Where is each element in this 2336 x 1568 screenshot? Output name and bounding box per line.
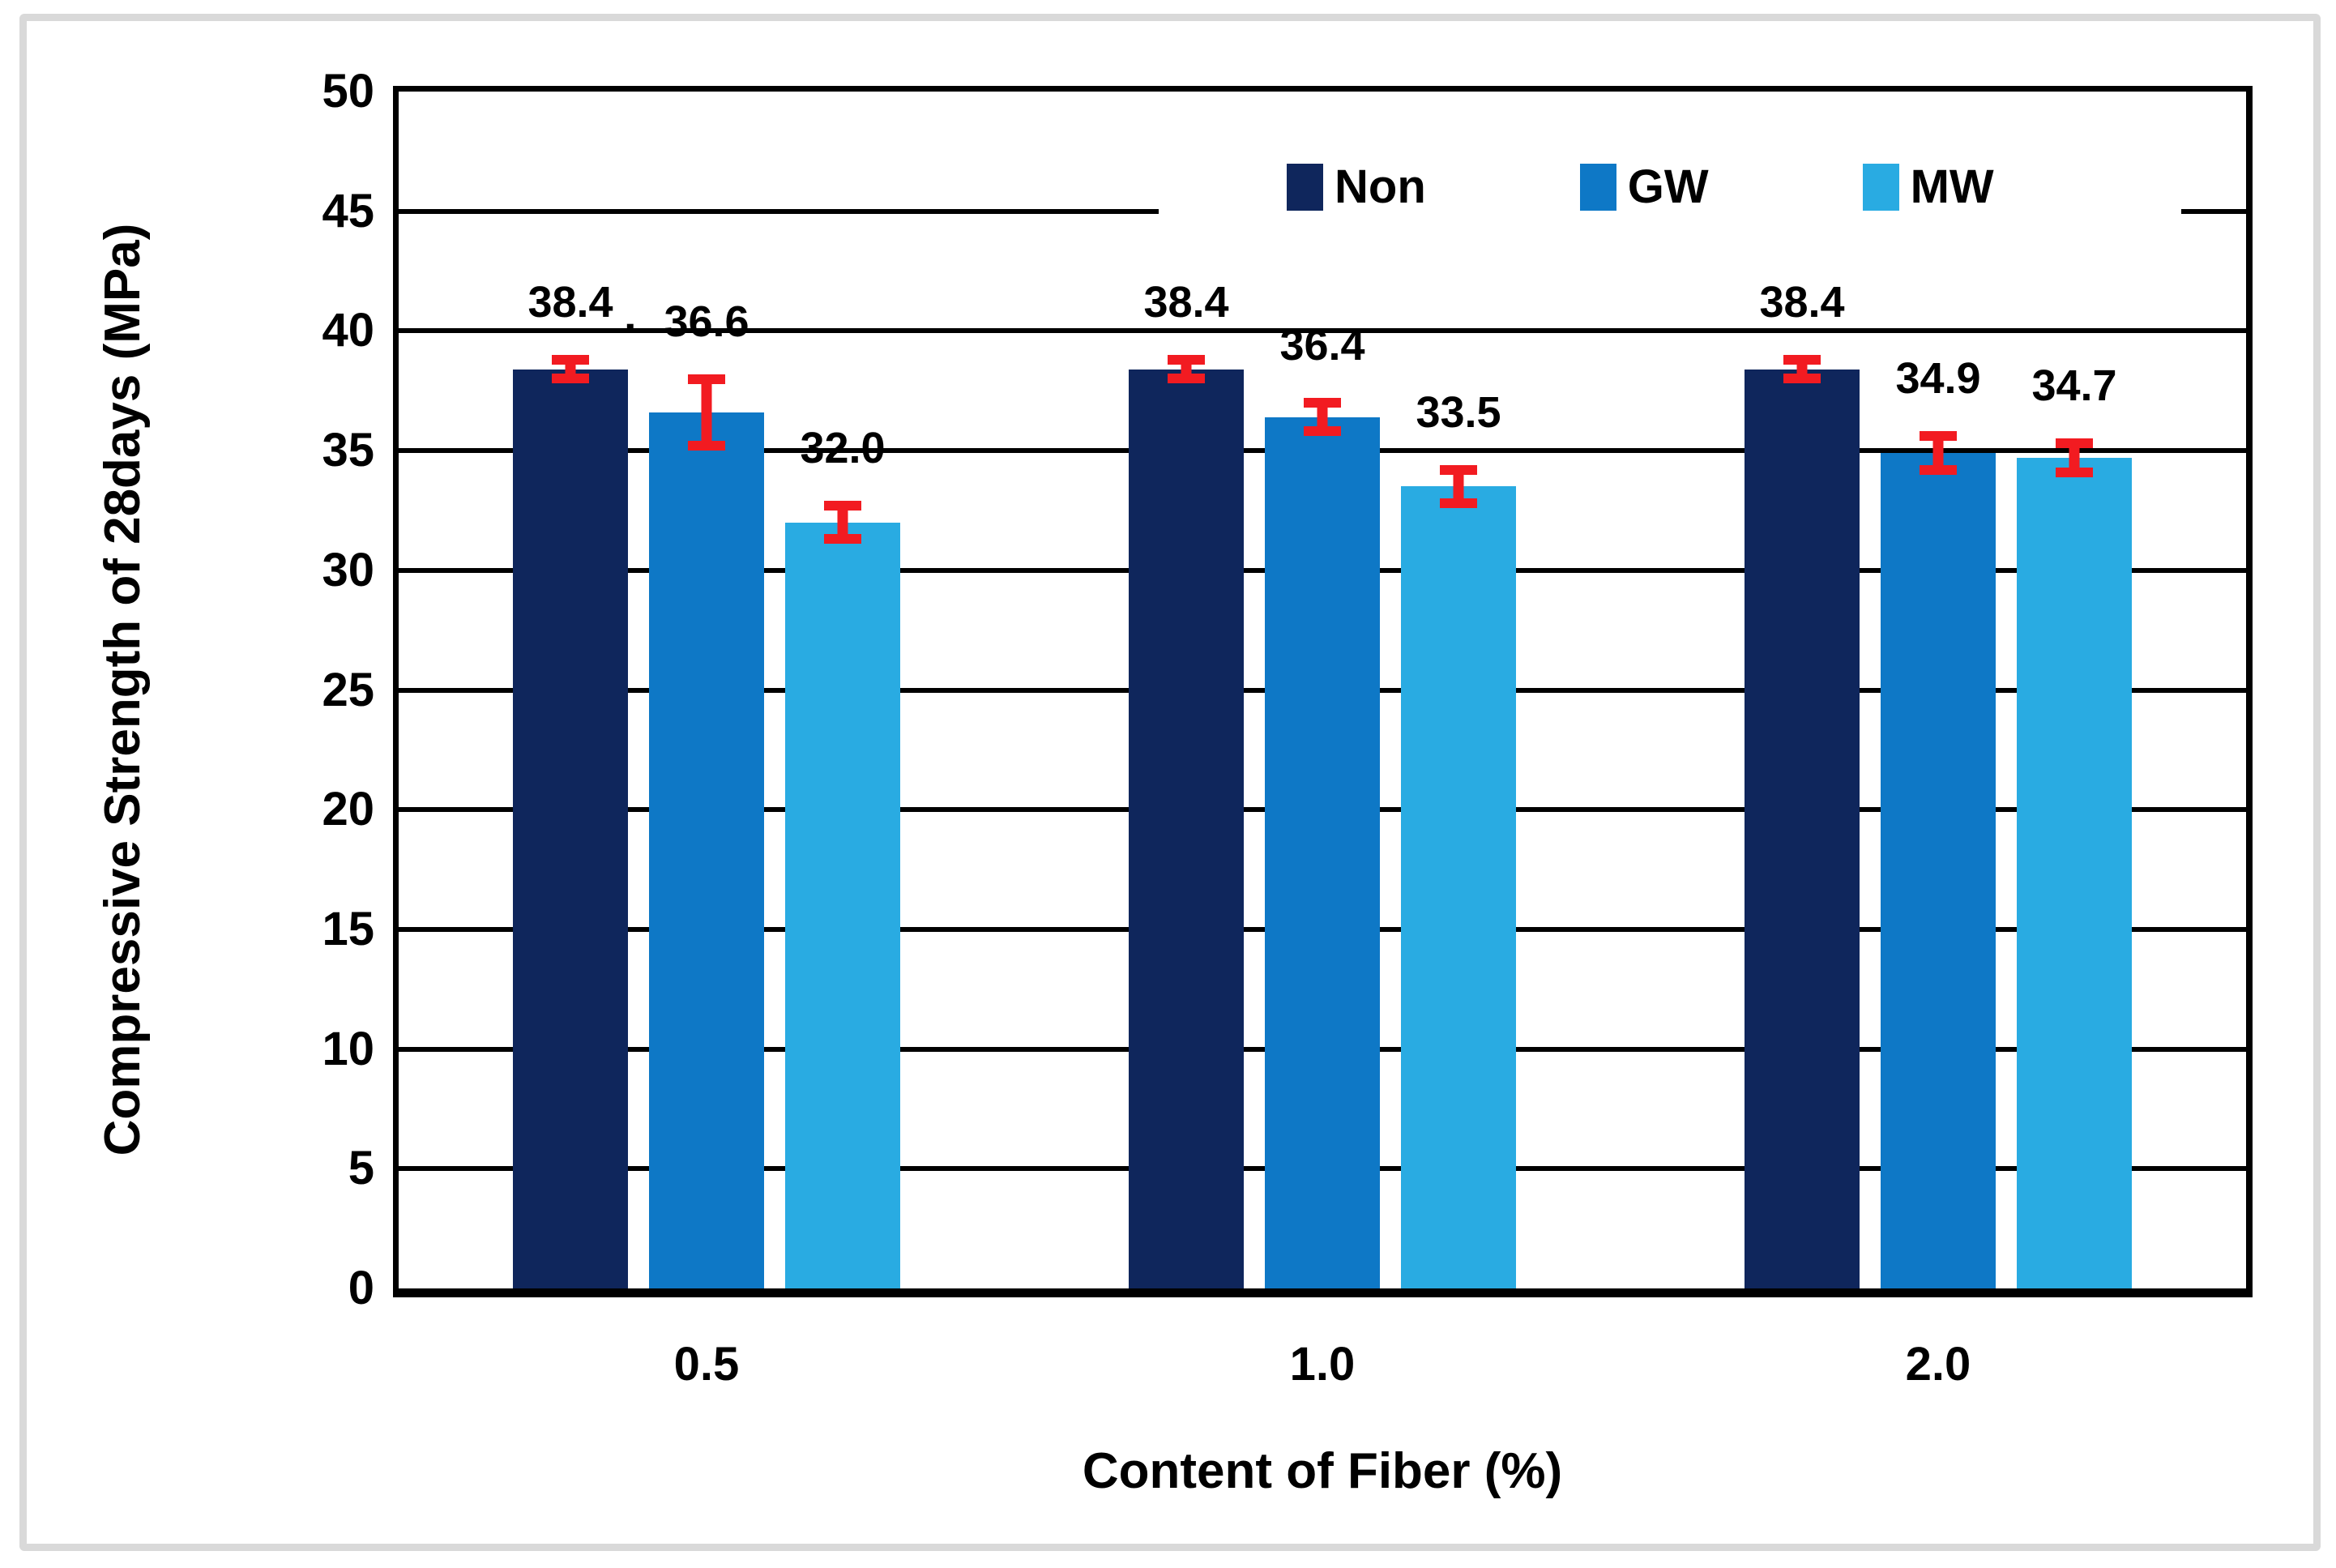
bar-MW-0.5 <box>785 522 900 1288</box>
legend-swatch-GW <box>1579 164 1616 211</box>
x-axis-title: Content of Fiber (%) <box>1082 1443 1563 1499</box>
legend-swatch-MW <box>1862 164 1899 211</box>
y-tick-40: 40 <box>322 304 374 357</box>
x-tick-2.0: 2.0 <box>1905 1338 1971 1391</box>
value-label-MW-0.5: 32.0 <box>800 424 886 473</box>
y-axis-title: Compressive Strength of 28days (MPa) <box>95 223 151 1156</box>
value-label-MW-2.0: 34.7 <box>2031 361 2117 411</box>
error-bar-cap-top <box>824 501 861 511</box>
error-bar-cap-bottom <box>552 374 589 384</box>
legend-item-Non: Non <box>1287 162 1426 212</box>
error-bar-stem <box>1932 431 1944 475</box>
error-bar-cap-top <box>1168 354 1205 365</box>
error-bar-cap-bottom <box>1920 464 1957 475</box>
value-label-GW-0.5: 36.6 <box>664 297 749 346</box>
error-bar-cap-top <box>1440 464 1477 475</box>
error-bar-cap-bottom <box>824 534 861 545</box>
legend-swatch-Non <box>1287 164 1323 211</box>
y-tick-10: 10 <box>322 1022 374 1075</box>
error-bar-cap-bottom <box>1168 374 1205 384</box>
x-tick-0.5: 0.5 <box>673 1338 740 1391</box>
legend-label-Non: Non <box>1335 160 1426 213</box>
y-tick-0: 0 <box>348 1262 374 1314</box>
value-label-Non-0.5: 38.4 <box>527 277 613 327</box>
legend-label-GW: GW <box>1627 160 1709 213</box>
error-bar-cap-bottom <box>1304 426 1341 437</box>
y-tick-5: 5 <box>348 1142 374 1195</box>
bar-MW-2.0 <box>2017 457 2132 1288</box>
value-label-Non-2.0: 38.4 <box>1759 277 1845 327</box>
y-tick-50: 50 <box>322 65 374 117</box>
error-bar-GW-1.0 <box>1304 398 1341 437</box>
legend-item-GW: GW <box>1579 160 1709 213</box>
bar-GW-0.5 <box>649 412 764 1288</box>
stray-dot-annotation: . <box>624 289 637 340</box>
y-tick-35: 35 <box>322 424 374 477</box>
error-bar-cap-bottom <box>688 441 725 451</box>
error-bar-cap-bottom <box>1440 498 1477 508</box>
y-tick-45: 45 <box>322 184 374 237</box>
bar-GW-1.0 <box>1265 417 1380 1288</box>
legend-item-MW: MW <box>1862 160 1994 213</box>
y-tick-15: 15 <box>322 902 374 955</box>
y-tick-25: 25 <box>322 663 374 716</box>
x-tick-1.0: 1.0 <box>1289 1338 1356 1391</box>
gridline-40 <box>399 328 2246 334</box>
error-bar-cap-top <box>2056 438 2093 449</box>
error-bar-cap-bottom <box>2056 467 2093 477</box>
error-bar-Non-0.5 <box>552 354 589 384</box>
error-bar-stem <box>837 501 848 545</box>
bar-GW-2.0 <box>1881 453 1996 1288</box>
error-bar-MW-1.0 <box>1440 464 1477 508</box>
bar-MW-1.0 <box>1401 486 1516 1288</box>
legend-label-MW: MW <box>1910 160 1994 213</box>
value-label-GW-1.0: 36.4 <box>1279 321 1365 370</box>
error-bar-GW-2.0 <box>1920 431 1957 475</box>
error-bar-cap-top <box>1304 398 1341 408</box>
error-bar-stem <box>1453 464 1464 508</box>
y-tick-20: 20 <box>322 783 374 836</box>
error-bar-cap-top <box>1783 354 1821 365</box>
error-bar-cap-top <box>1920 431 1957 442</box>
error-bar-MW-2.0 <box>2056 438 2093 477</box>
error-bar-cap-top <box>688 374 725 384</box>
error-bar-cap-top <box>552 354 589 365</box>
bar-Non-0.5 <box>513 369 628 1288</box>
bar-Non-2.0 <box>1745 369 1860 1288</box>
error-bar-GW-0.5 <box>688 374 725 451</box>
y-tick-30: 30 <box>322 543 374 596</box>
error-bar-cap-bottom <box>1783 374 1821 384</box>
error-bar-Non-1.0 <box>1168 354 1205 384</box>
value-label-MW-1.0: 33.5 <box>1416 387 1501 437</box>
legend: Non GW MW <box>1159 122 2181 253</box>
value-label-GW-2.0: 34.9 <box>1895 354 1981 404</box>
error-bar-stem <box>701 374 712 451</box>
bar-Non-1.0 <box>1129 369 1244 1288</box>
error-bar-MW-0.5 <box>824 501 861 545</box>
plot-area: 38.4 36.6 32.0 38.4 36.4 33.5 38.4 34.9 34.7. <box>393 86 2253 1297</box>
error-bar-Non-2.0 <box>1783 354 1821 384</box>
value-label-Non-1.0: 38.4 <box>1143 277 1229 327</box>
